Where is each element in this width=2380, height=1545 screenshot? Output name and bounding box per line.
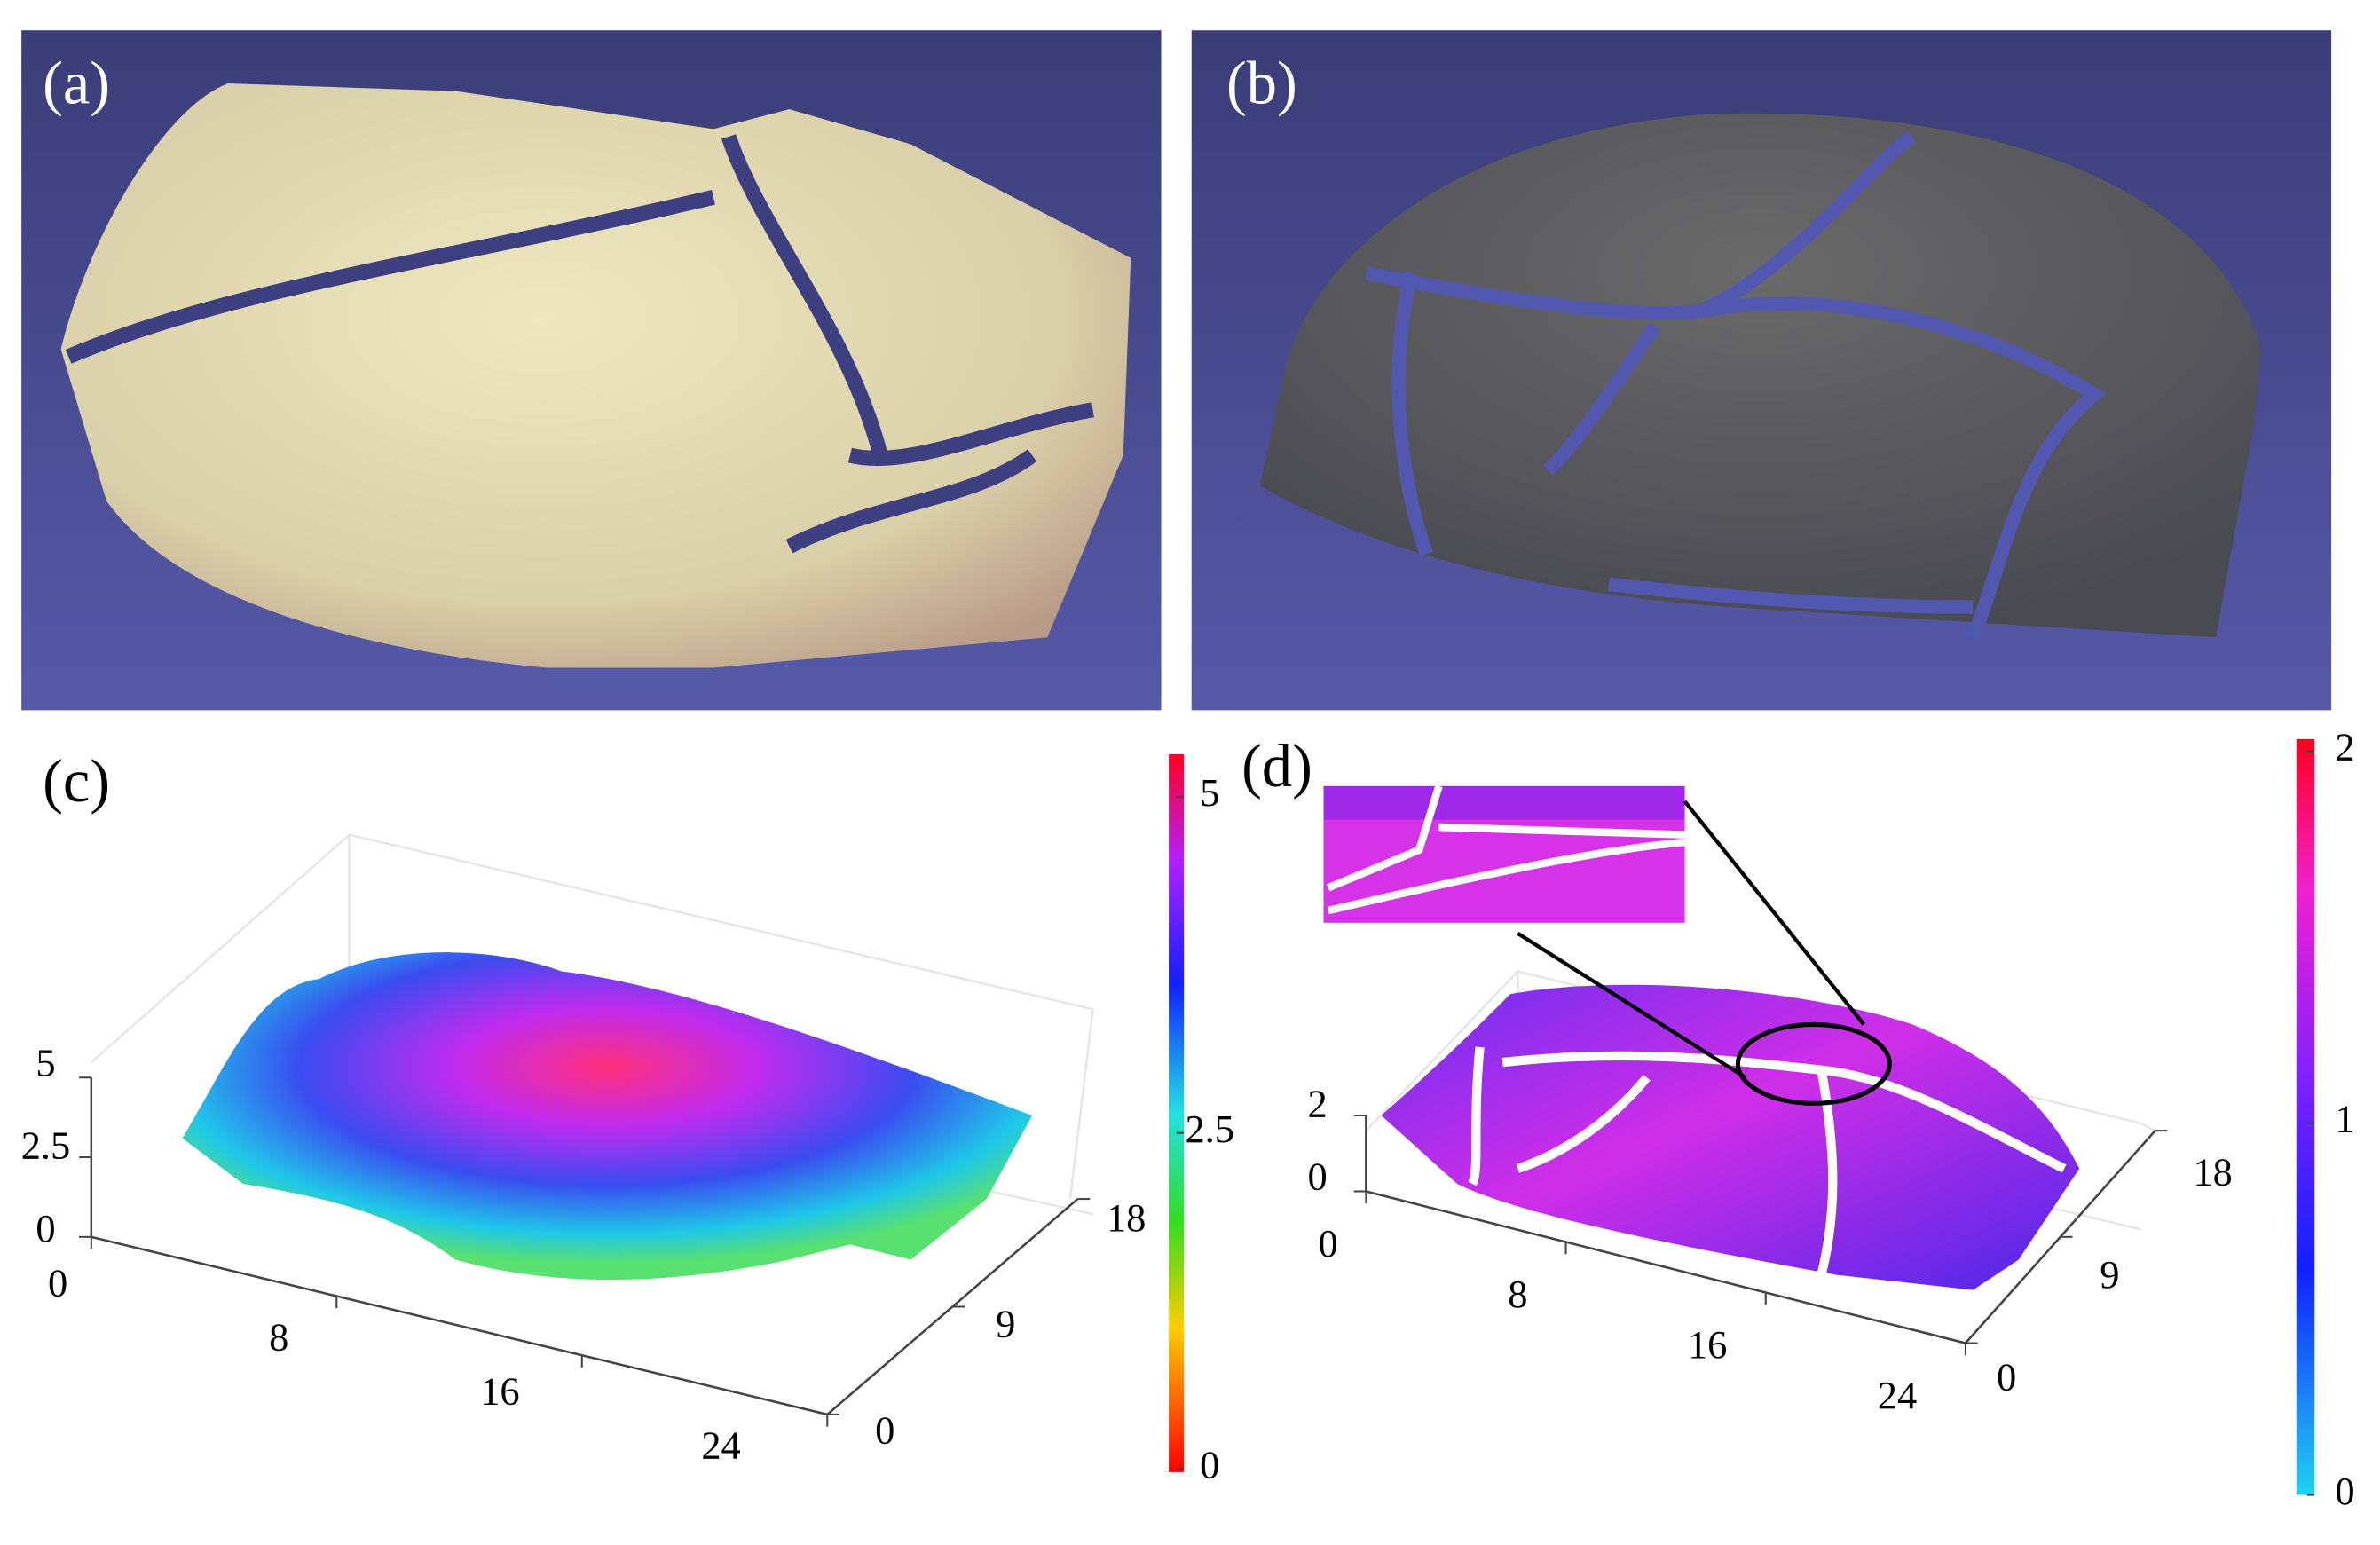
crack [1468,1046,2067,1276]
tick-label: 0 [1319,1221,1338,1265]
tick-label: 0 [875,1407,894,1452]
tick-label: 0 [1200,1443,1219,1487]
tick-label: 2.5 [21,1123,71,1168]
panel-d: (d) [1241,732,2315,1495]
tick-label: 9 [996,1302,1015,1346]
tick-label: 18 [1107,1195,1146,1240]
tick-label: 0 [35,1206,55,1250]
tick-label: 5 [35,1040,55,1084]
panel-label: (b) [1226,49,1297,116]
tick-label: 9 [2100,1252,2119,1297]
tick-label: 0 [1308,1155,1328,1199]
inset-band [1323,785,1685,820]
crack [1364,130,2107,641]
panel-label: (c) [43,747,110,815]
colorbar [1169,753,1185,1472]
tick-label: 0 [48,1260,67,1305]
panel-label: (d) [1241,732,1312,800]
panel-label: (a) [43,49,110,116]
tick-label: 0 [1997,1354,2016,1399]
tick-label: 1 [2335,1097,2354,1141]
inset-crack [1326,784,1685,915]
tick-label: 2 [2335,725,2354,769]
tick-label: 2 [1308,1082,1328,1126]
tick-label: 16 [480,1368,519,1413]
tick-label: 24 [1878,1373,1917,1417]
tick-label: 24 [701,1423,740,1467]
tick-label: 16 [1688,1322,1727,1367]
colored-point-cloud [1381,984,2080,1290]
tick-label: 8 [1508,1272,1527,1316]
tick-label: 5 [1200,770,1219,815]
tick-label: 2.5 [1185,1107,1234,1151]
zoom-ellipse [1735,1021,1892,1106]
tick-label: 8 [269,1314,288,1359]
panel-c: (c) [43,747,1185,1472]
colorbar [2296,738,2315,1495]
zoom-connector [1517,800,1866,1080]
crack [65,134,1094,554]
tick-label: 0 [2335,1469,2354,1513]
colored-point-cloud [182,952,1033,1281]
tick-label: 18 [2193,1150,2232,1194]
